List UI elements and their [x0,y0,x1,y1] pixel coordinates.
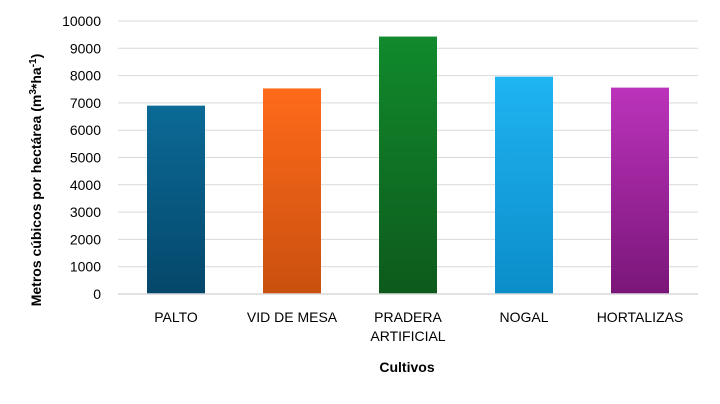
x-category-label: NOGAL [499,309,548,325]
y-tick-label: 1000 [70,259,101,275]
x-category-label: HORTALIZAS [597,309,684,325]
y-axis-title-base: Metros cúbicos por hectárea (m [28,95,44,307]
y-tick-label: 8000 [70,68,101,84]
y-tick-label: 10000 [62,13,101,29]
bars [147,36,669,294]
bar-palto [147,105,205,294]
y-axis-title-sup1: 3 [28,89,39,95]
bar-vid-de-mesa [263,88,321,294]
y-tick-label: 3000 [70,204,101,220]
y-tick-label: 5000 [70,150,101,166]
y-axis-title-end: ) [28,54,44,59]
x-axis-title: Cultivos [379,359,434,375]
y-axis-title-mid: *ha [28,67,44,89]
bar-pradera-artificial [379,36,437,294]
x-category-label: PALTO [154,309,198,325]
x-category-label: VID DE MESA [247,309,338,325]
y-tick-label: 0 [93,286,101,302]
bar-hortalizas [611,87,669,294]
y-axis-title: Metros cúbicos por hectárea (m3*ha-1) [28,54,45,307]
bar-nogal [495,76,553,294]
y-tick-label: 2000 [70,231,101,247]
y-tick-label: 9000 [70,40,101,56]
y-axis-ticks: 0 1000 2000 3000 4000 5000 6000 7000 8000 9000 100… [62,13,101,302]
x-category-label: PRADERA ARTIFICIAL [370,309,445,344]
y-tick-label: 6000 [70,122,101,138]
y-axis-title-sup2: -1 [28,58,39,67]
y-tick-label: 7000 [70,95,101,111]
y-tick-label: 4000 [70,177,101,193]
x-axis-categories: PALTO VID DE MESA PRADERA ARTIFICIAL NOGAL HO… [154,309,683,344]
